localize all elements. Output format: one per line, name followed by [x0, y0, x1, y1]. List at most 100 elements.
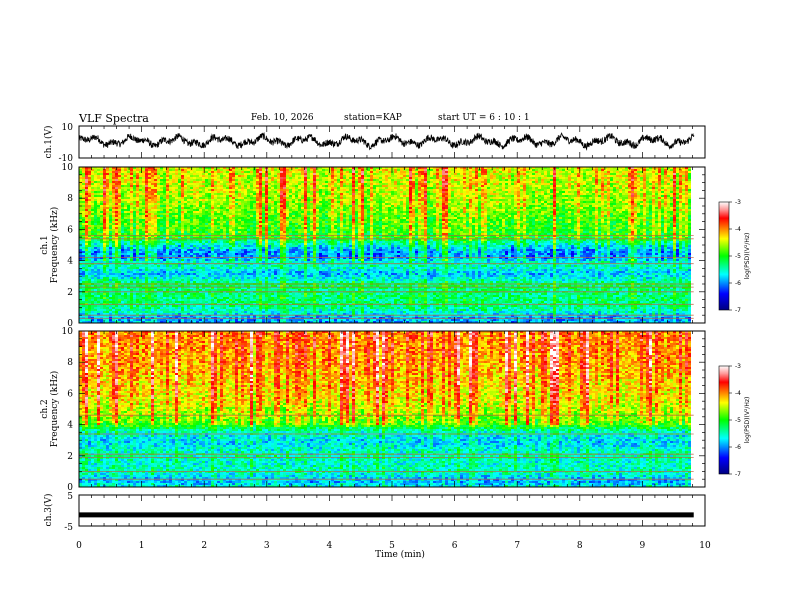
- spec-cell: [118, 181, 121, 183]
- spec-cell: [232, 221, 235, 223]
- spec-cell: [193, 311, 196, 313]
- spec-cell: [121, 243, 124, 245]
- spec-cell: [223, 297, 226, 299]
- spec-cell: [190, 171, 193, 173]
- spec-cell: [247, 273, 250, 275]
- spec-cell: [109, 311, 112, 313]
- spec-cell: [259, 299, 262, 301]
- spec-cell: [241, 305, 244, 307]
- spec-cell: [175, 183, 178, 185]
- spec-cell: [103, 205, 106, 207]
- spec-cell: [223, 293, 226, 295]
- spec-cell: [85, 193, 88, 195]
- spec-cell: [88, 213, 91, 215]
- spec-cell: [229, 241, 232, 243]
- spec-cell: [109, 195, 112, 197]
- spec-cell: [172, 285, 175, 287]
- spec-cell: [97, 217, 100, 219]
- spec-cell: [247, 257, 250, 259]
- spec-cell: [91, 281, 94, 283]
- spec-cell: [220, 243, 223, 245]
- spec-cell: [94, 239, 97, 241]
- spec-cell: [148, 257, 151, 259]
- spec-cell: [163, 197, 166, 199]
- spec-cell: [130, 227, 133, 229]
- spec-cell: [211, 203, 214, 205]
- spec-cell: [94, 313, 97, 315]
- spec-cell: [82, 179, 85, 181]
- spec-cell: [85, 299, 88, 301]
- spec-cell: [115, 301, 118, 303]
- spec-cell: [160, 281, 163, 283]
- spec-cell: [238, 249, 241, 251]
- spec-cell: [148, 233, 151, 235]
- spec-cell: [250, 255, 253, 257]
- spec-cell: [85, 211, 88, 213]
- spec-cell: [208, 187, 211, 189]
- spec-cell: [247, 309, 250, 311]
- spec-cell: [220, 181, 223, 183]
- spec-cell: [214, 301, 217, 303]
- spec-cell: [196, 297, 199, 299]
- spec-cell: [118, 269, 121, 271]
- spec-cell: [196, 239, 199, 241]
- spec-cell: [91, 185, 94, 187]
- spec-cell: [178, 219, 181, 221]
- spec-cell: [97, 289, 100, 291]
- spec-cell: [259, 167, 262, 169]
- spec-cell: [130, 245, 133, 247]
- spec-cell: [163, 247, 166, 249]
- spec-cell: [241, 259, 244, 261]
- spec-cell: [103, 269, 106, 271]
- spec-cell: [172, 287, 175, 289]
- spec-cell: [256, 195, 259, 197]
- spec-cell: [103, 225, 106, 227]
- spec-cell: [103, 251, 106, 253]
- spec-cell: [226, 249, 229, 251]
- spec-cell: [136, 245, 139, 247]
- spec-cell: [202, 213, 205, 215]
- spec-cell: [106, 229, 109, 231]
- spec-cell: [118, 251, 121, 253]
- spec-cell: [220, 321, 223, 323]
- spec-cell: [154, 261, 157, 263]
- spec-cell: [91, 193, 94, 195]
- spec-cell: [100, 215, 103, 217]
- spec-cell: [229, 209, 232, 211]
- spec-cell: [238, 231, 241, 233]
- spec-cell: [208, 197, 211, 199]
- spec-cell: [259, 271, 262, 273]
- spec-cell: [148, 293, 151, 295]
- spec-cell: [100, 241, 103, 243]
- spec-cell: [229, 187, 232, 189]
- spec-cell: [142, 195, 145, 197]
- spec-cell: [175, 219, 178, 221]
- spec-cell: [175, 177, 178, 179]
- spec-cell: [154, 275, 157, 277]
- spec-cell: [148, 243, 151, 245]
- spec-cell: [178, 249, 181, 251]
- spec-cell: [238, 247, 241, 249]
- spec-cell: [124, 307, 127, 309]
- spec-cell: [100, 217, 103, 219]
- spec-cell: [160, 265, 163, 267]
- spec-cell: [118, 243, 121, 245]
- spec-cell: [190, 285, 193, 287]
- spec-cell: [199, 295, 202, 297]
- spec-cell: [262, 167, 265, 169]
- spec-cell: [169, 251, 172, 253]
- spec-cell: [118, 191, 121, 193]
- spec-cell: [166, 197, 169, 199]
- spec-cell: [139, 249, 142, 251]
- spec-cell: [133, 257, 136, 259]
- spec-cell: [205, 245, 208, 247]
- spec-cell: [247, 167, 250, 169]
- spec-cell: [172, 209, 175, 211]
- spec-cell: [106, 299, 109, 301]
- spec-cell: [247, 299, 250, 301]
- spec-cell: [97, 221, 100, 223]
- spec-cell: [88, 183, 91, 185]
- spec-cell: [151, 225, 154, 227]
- spec-cell: [151, 247, 154, 249]
- spec-cell: [157, 177, 160, 179]
